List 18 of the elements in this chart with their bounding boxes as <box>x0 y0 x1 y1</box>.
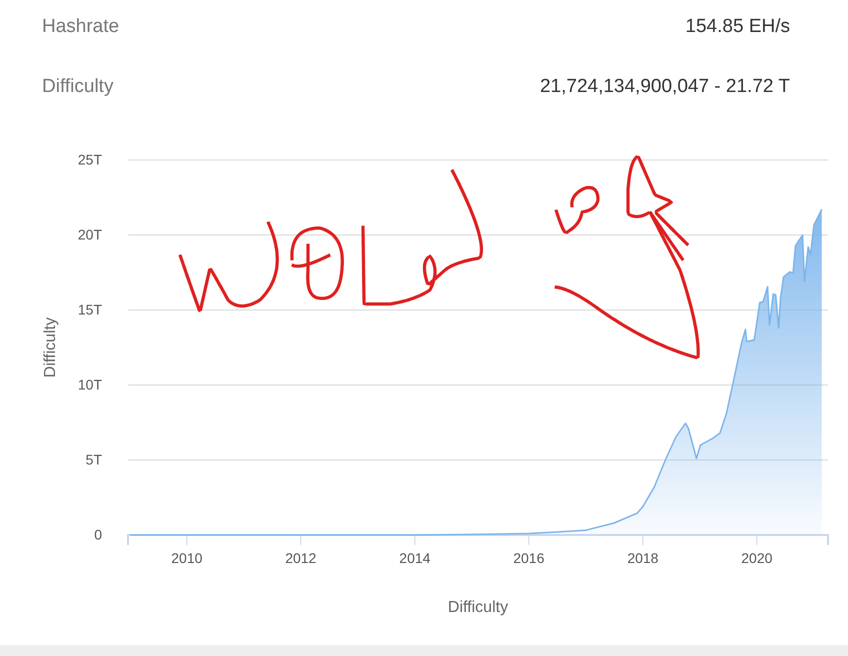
text: 154.85 EH/s <box>685 16 790 37</box>
y-tick-label: 15T <box>78 301 102 318</box>
x-tick-label: 2014 <box>399 550 431 566</box>
x-tick-label: 2016 <box>513 550 545 566</box>
x-tick-label: 2012 <box>285 550 317 566</box>
y-axis-title: Difficulty <box>42 317 59 378</box>
x-tick-label: 2020 <box>741 550 773 566</box>
text: 21,724,134,900,047 - 21.72 T <box>540 76 790 97</box>
y-tick-label: 25T <box>78 151 102 168</box>
x-tick-label: 2010 <box>171 550 203 566</box>
text: Hashrate <box>42 16 120 37</box>
y-tick-label: 0 <box>94 526 102 542</box>
y-tick-label: 20T <box>78 226 102 242</box>
x-axis-title: Difficulty <box>448 599 508 616</box>
y-tick-label: 5T <box>86 451 102 468</box>
text: Difficulty <box>42 76 114 97</box>
y-tick-label: 10T <box>78 376 102 392</box>
x-tick-label: 2018 <box>627 550 659 566</box>
